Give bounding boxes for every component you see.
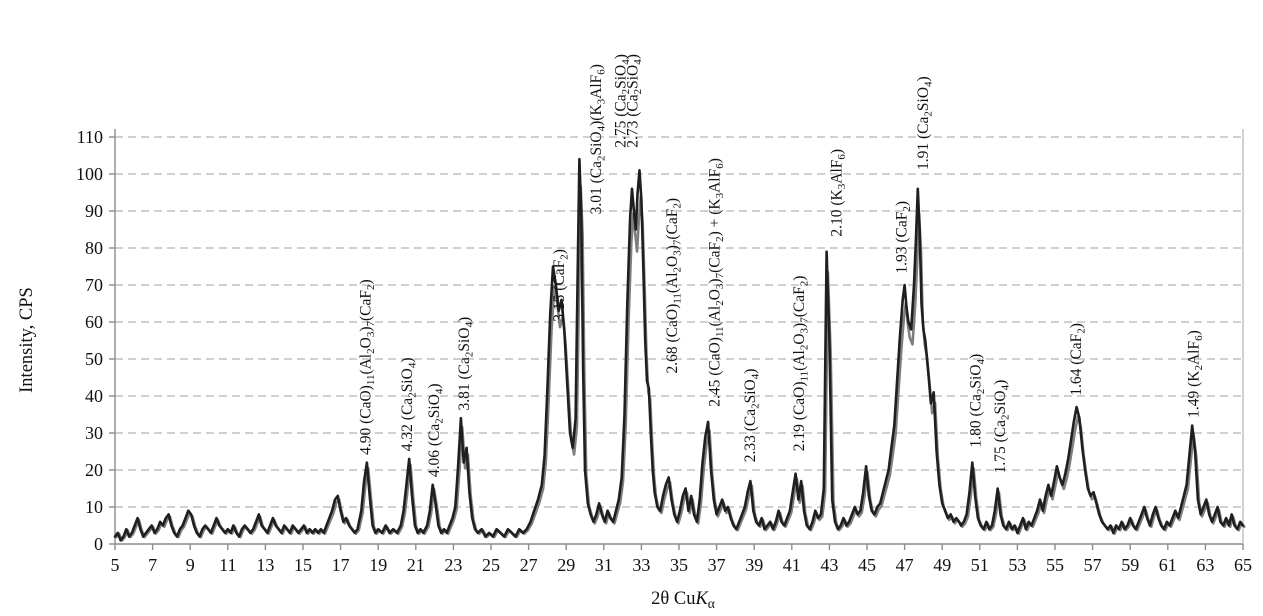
x-axis-tick-label: 25	[482, 555, 500, 575]
peak-label: 2.45 (CaO)11(Al2O3)7(CaF2) + (K3AlF6)	[706, 158, 726, 407]
x-axis-tick-label: 19	[369, 555, 387, 575]
peak-label: 4.90 (CaO)11(Al2O3)7(CaF2)	[358, 279, 378, 455]
peak-label: 2.73 (Ca2SiO4)	[625, 54, 645, 148]
peak-label: 4.06 (Ca2SiO4)	[426, 383, 446, 477]
x-axis-tick-label: 53	[1008, 555, 1026, 575]
peak-label: 1.80 (Ca2SiO4)	[968, 354, 988, 448]
y-axis-tick-label: 90	[85, 201, 103, 221]
y-axis-tick-label: 70	[85, 275, 103, 295]
peak-label: 2.75 (Ca2SiO4)	[612, 54, 632, 148]
peak-label: 2.10 (K3AlF6)	[828, 149, 848, 237]
peak-label: 4.32 (Ca2SiO4)	[399, 358, 419, 452]
x-axis-tick-label: 55	[1046, 555, 1064, 575]
xrd-trace-primary	[113, 157, 1245, 542]
x-axis-tick-label: 41	[783, 555, 801, 575]
x-axis-tick-label: 29	[557, 555, 575, 575]
y-axis-tick-label: 100	[76, 164, 103, 184]
y-axis-tick-label: 50	[85, 349, 103, 369]
y-axis-tick-label: 60	[85, 312, 103, 332]
x-axis-tick-label: 21	[407, 555, 425, 575]
peak-label: 3.15 (CaF2)	[551, 249, 571, 322]
x-axis-tick-label: 59	[1121, 555, 1139, 575]
x-axis-tick-label: 5	[111, 555, 120, 575]
y-axis-tick-label: 10	[85, 497, 103, 517]
x-axis-tick-label: 31	[595, 555, 613, 575]
y-axis-tick-label: 40	[85, 386, 103, 406]
x-axis-tick-label: 7	[148, 555, 157, 575]
x-axis-tick-label: 57	[1084, 555, 1102, 575]
x-axis-title: 2θ CuKα	[651, 589, 715, 611]
x-axis-tick-label: 39	[745, 555, 763, 575]
x-axis-tick-label: 13	[256, 555, 274, 575]
x-axis-tick-label: 65	[1234, 555, 1252, 575]
y-axis-tick-label: 80	[85, 238, 103, 258]
x-axis-tick-label: 63	[1196, 555, 1214, 575]
y-axis-tick-label: 30	[85, 423, 103, 443]
y-axis-tick-label: 110	[77, 127, 103, 147]
x-axis-tick-label: 11	[219, 555, 236, 575]
x-axis-tick-label: 23	[444, 555, 462, 575]
peak-label: 2.68 (CaO)11(Al2O3)7(CaF2)	[664, 198, 684, 374]
peak-label: 1.49 (K2AlF6)	[1186, 330, 1206, 418]
x-axis-tick-label: 47	[896, 555, 914, 575]
peak-label: 1.93 (CaF2)	[893, 201, 913, 274]
x-axis-tick-label: 9	[186, 555, 195, 575]
y-axis-tick-label: 20	[85, 460, 103, 480]
peak-label: 3.01 (Ca2SiO4)(K3AlF6)	[588, 64, 608, 214]
x-axis-tick-label: 37	[708, 555, 726, 575]
x-axis-tick-label: 35	[670, 555, 688, 575]
x-axis-tick-label: 51	[971, 555, 989, 575]
y-axis-title: Intensity, CPS	[17, 287, 37, 393]
x-axis-tick-label: 17	[332, 555, 350, 575]
x-axis-tick-label: 61	[1159, 555, 1177, 575]
peak-label: 1.64 (CaF2)	[1068, 323, 1088, 396]
x-axis-tick-label: 49	[933, 555, 951, 575]
x-axis-tick-label: 15	[294, 555, 312, 575]
x-axis-tick-label: 27	[520, 555, 538, 575]
peak-label: 1.91 (Ca2SiO4)	[915, 76, 935, 170]
peak-label: 2.33 (Ca2SiO4)	[742, 369, 762, 463]
y-axis-tick-label: 0	[94, 534, 103, 554]
x-axis-tick-label: 33	[632, 555, 650, 575]
peak-label: 2.19 (CaO)11(Al2O3)7(CaF2)	[791, 276, 811, 452]
x-axis-tick-label: 45	[858, 555, 876, 575]
peak-label: 1.75 (Ca2SiO4)	[992, 380, 1012, 474]
x-axis-tick-label: 43	[820, 555, 838, 575]
peak-label: 3.81 (Ca2SiO4)	[456, 317, 476, 411]
